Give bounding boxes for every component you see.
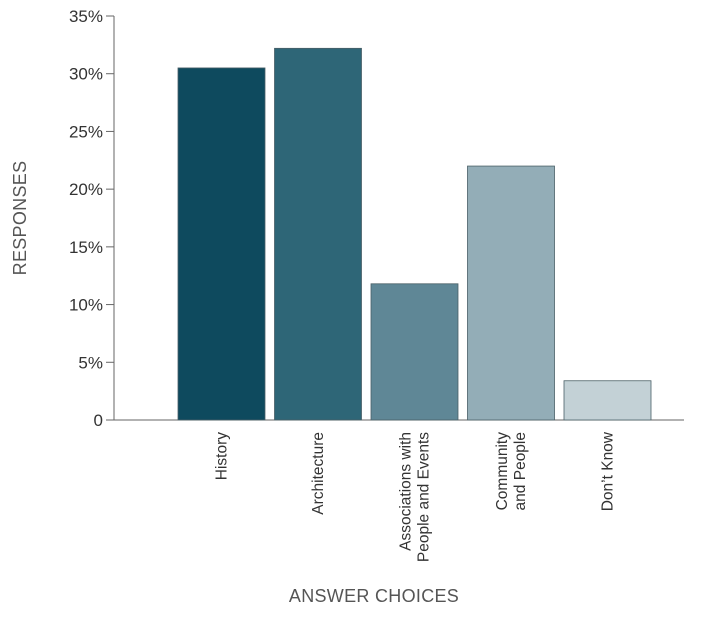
y-tick-label: 35%	[69, 7, 103, 26]
x-tick-label-line: People and Events	[416, 432, 433, 562]
x-axis-title: ANSWER CHOICES	[289, 586, 459, 606]
x-tick-label-line: and People	[512, 432, 529, 510]
bar-history	[177, 67, 266, 421]
bar-associations-with-people-and-events	[370, 283, 459, 421]
x-tick-label: Architecture	[310, 432, 327, 515]
y-tick-label: 20%	[69, 180, 103, 199]
y-axis-title: RESPONSES	[10, 161, 30, 276]
bar-architecture	[274, 47, 362, 421]
x-tick-label: History	[214, 432, 231, 480]
bar-don-t-know	[563, 380, 652, 421]
x-tick-label-line: History	[214, 432, 231, 480]
x-tick-labels: History Architecture Associations with Peop…	[214, 431, 617, 562]
y-tick-label: 0	[94, 411, 103, 430]
y-tick-label: 10%	[69, 296, 103, 315]
x-tick-label: Don’t Know	[600, 431, 617, 511]
y-tick-label: 15%	[69, 238, 103, 257]
x-tick-label: Associations with People and Events	[398, 432, 433, 562]
y-tick-label: 25%	[69, 122, 103, 141]
x-tick-label-line: Architecture	[310, 432, 327, 515]
y-ticks: 0 5% 10% 15% 20% 25% 30% 35%	[69, 7, 114, 430]
x-tick-label-line: Community	[494, 432, 511, 511]
y-tick-label: 5%	[78, 353, 103, 372]
bar-community-and-people	[467, 165, 555, 421]
x-tick-label-line: Don’t Know	[600, 431, 617, 511]
x-tick-label: Community and People	[494, 432, 529, 511]
x-tick-label-line: Associations with	[398, 432, 415, 551]
bars	[177, 47, 652, 421]
y-tick-label: 30%	[69, 65, 103, 84]
